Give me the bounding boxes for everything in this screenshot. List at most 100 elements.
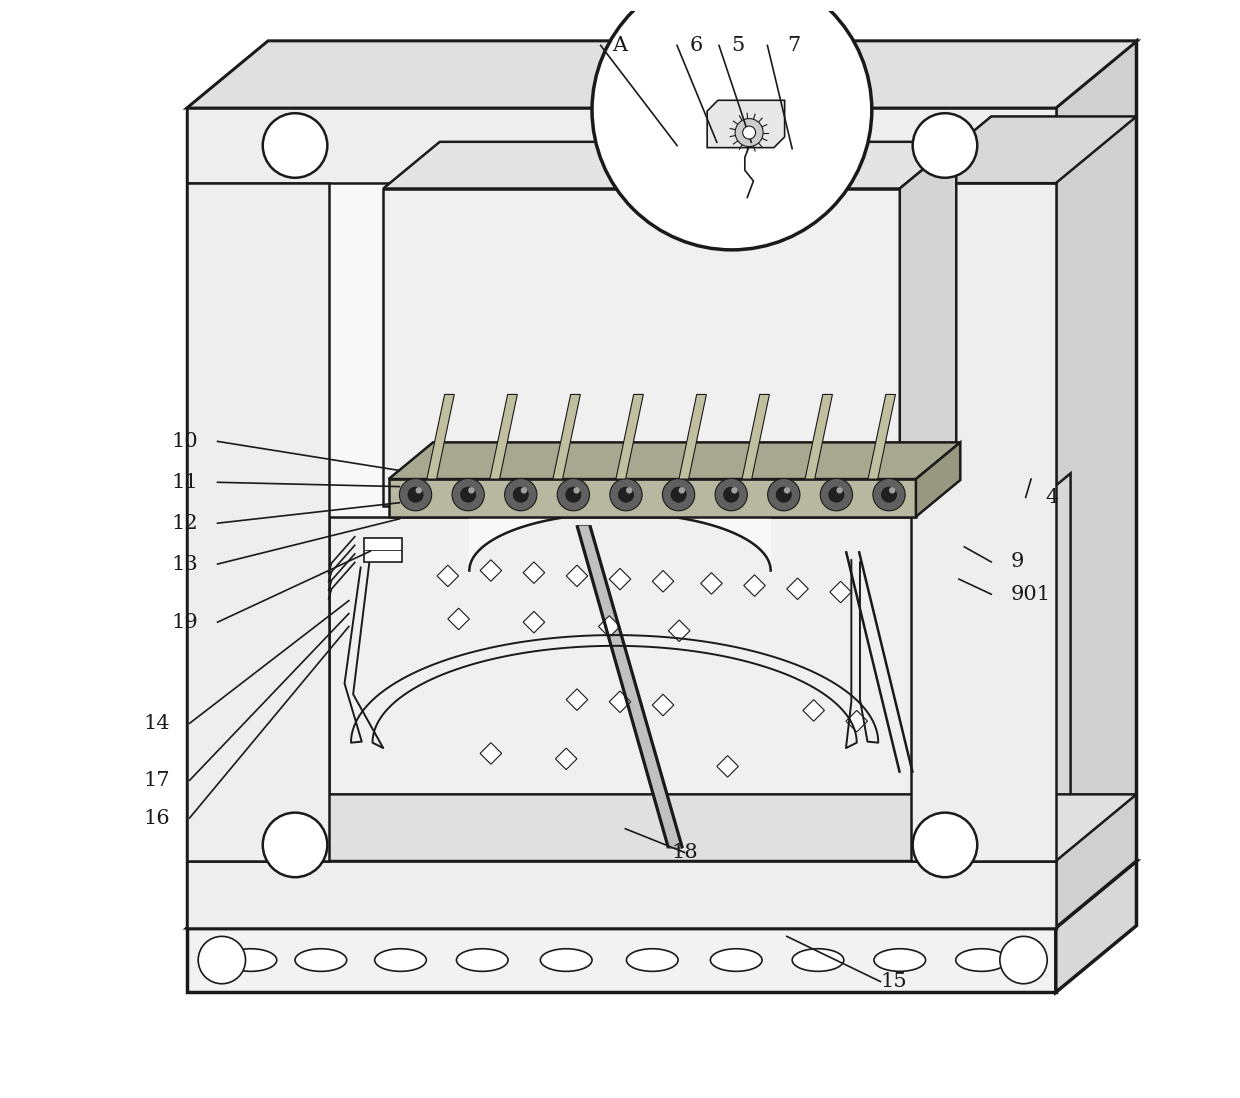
Polygon shape	[436, 565, 459, 586]
Circle shape	[619, 488, 634, 502]
Text: 16: 16	[144, 808, 170, 828]
Polygon shape	[567, 565, 588, 586]
Polygon shape	[448, 608, 470, 630]
Text: 901: 901	[1011, 585, 1050, 604]
Polygon shape	[830, 581, 852, 603]
Ellipse shape	[541, 949, 591, 972]
Polygon shape	[609, 691, 631, 713]
Text: 4: 4	[1045, 488, 1058, 507]
Polygon shape	[599, 616, 620, 637]
Circle shape	[557, 479, 589, 511]
Polygon shape	[787, 578, 808, 600]
Circle shape	[724, 488, 739, 502]
Polygon shape	[187, 183, 330, 861]
Circle shape	[513, 488, 528, 502]
Circle shape	[626, 488, 632, 494]
Circle shape	[415, 488, 422, 494]
Circle shape	[198, 937, 246, 984]
Polygon shape	[804, 699, 825, 721]
Polygon shape	[567, 688, 588, 710]
Polygon shape	[609, 569, 631, 590]
Text: 7: 7	[787, 36, 800, 55]
Circle shape	[735, 119, 763, 146]
Circle shape	[263, 113, 327, 178]
Polygon shape	[910, 183, 1055, 861]
Polygon shape	[846, 710, 868, 732]
Polygon shape	[388, 442, 960, 479]
Text: 12: 12	[171, 514, 198, 533]
Circle shape	[460, 488, 476, 502]
Polygon shape	[1055, 41, 1137, 928]
Circle shape	[408, 488, 423, 502]
Circle shape	[776, 488, 791, 502]
Circle shape	[999, 937, 1048, 984]
Polygon shape	[668, 620, 689, 641]
Circle shape	[784, 488, 790, 494]
Polygon shape	[680, 394, 707, 479]
Text: 13: 13	[171, 554, 198, 573]
Ellipse shape	[295, 949, 347, 972]
Polygon shape	[187, 108, 1055, 183]
Polygon shape	[523, 612, 544, 632]
Polygon shape	[556, 748, 577, 770]
Ellipse shape	[792, 949, 843, 972]
Polygon shape	[187, 794, 1137, 861]
Circle shape	[263, 813, 327, 877]
Text: 5: 5	[732, 36, 745, 55]
Polygon shape	[1018, 473, 1070, 861]
Polygon shape	[187, 41, 1137, 108]
Polygon shape	[717, 755, 738, 777]
Ellipse shape	[711, 949, 763, 972]
Circle shape	[743, 126, 755, 139]
Circle shape	[732, 488, 738, 494]
Polygon shape	[652, 694, 673, 716]
Circle shape	[505, 479, 537, 511]
Polygon shape	[616, 394, 644, 479]
Text: 6: 6	[689, 36, 703, 55]
Circle shape	[453, 479, 485, 511]
Ellipse shape	[374, 949, 427, 972]
Polygon shape	[553, 394, 580, 479]
Circle shape	[591, 0, 872, 250]
Polygon shape	[187, 928, 1055, 993]
Text: 17: 17	[144, 771, 170, 789]
Circle shape	[521, 488, 527, 494]
Circle shape	[715, 479, 748, 511]
Ellipse shape	[956, 949, 1007, 972]
Polygon shape	[187, 108, 1055, 928]
Polygon shape	[363, 538, 402, 562]
Polygon shape	[330, 517, 1018, 861]
Circle shape	[768, 479, 800, 511]
Polygon shape	[805, 394, 832, 479]
Circle shape	[678, 488, 684, 494]
Text: A: A	[613, 36, 627, 55]
Text: 10: 10	[171, 432, 198, 451]
Polygon shape	[490, 394, 517, 479]
Circle shape	[610, 479, 642, 511]
Polygon shape	[470, 495, 770, 571]
Polygon shape	[523, 562, 544, 583]
Ellipse shape	[456, 949, 508, 972]
Text: 11: 11	[171, 473, 198, 492]
Polygon shape	[187, 861, 1137, 928]
Text: 14: 14	[144, 714, 170, 732]
Circle shape	[837, 488, 843, 494]
Ellipse shape	[626, 949, 678, 972]
Ellipse shape	[226, 949, 277, 972]
Polygon shape	[427, 394, 454, 479]
Circle shape	[469, 488, 475, 494]
Polygon shape	[744, 575, 765, 596]
Polygon shape	[577, 525, 682, 848]
Circle shape	[399, 479, 432, 511]
Polygon shape	[388, 479, 916, 517]
Polygon shape	[707, 100, 785, 147]
Polygon shape	[480, 560, 502, 581]
Text: 19: 19	[171, 613, 198, 631]
Polygon shape	[187, 41, 1137, 108]
Polygon shape	[1055, 861, 1137, 993]
Circle shape	[662, 479, 694, 511]
Polygon shape	[187, 861, 1055, 928]
Circle shape	[882, 488, 897, 502]
Circle shape	[573, 488, 580, 494]
Circle shape	[821, 479, 853, 511]
